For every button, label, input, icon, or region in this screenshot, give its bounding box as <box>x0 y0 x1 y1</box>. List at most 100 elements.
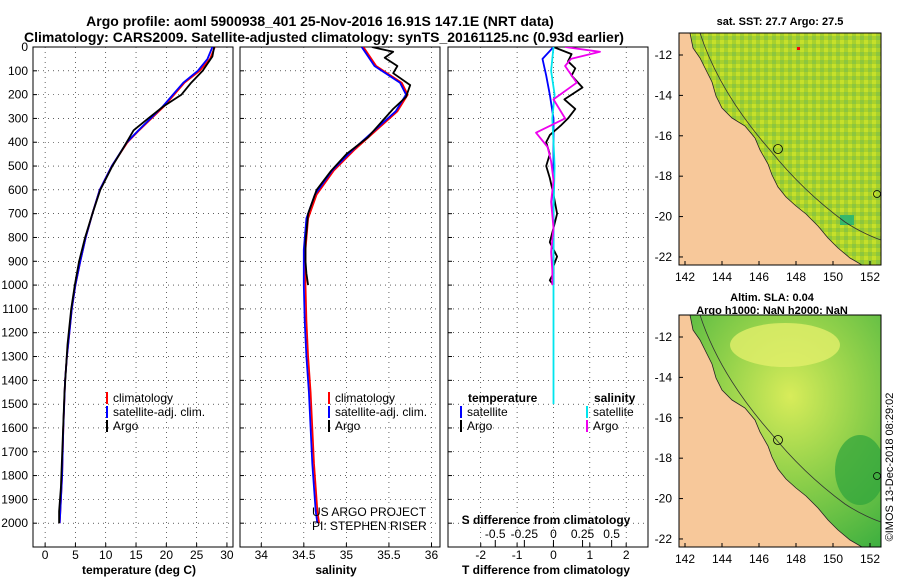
x-tick-label: 20 <box>160 548 174 562</box>
depth-tick-label: 800 <box>8 230 28 244</box>
map-lat-label: -12 <box>655 330 673 344</box>
sst-isobath <box>699 33 881 241</box>
sst-map-title: sat. SST: 27.7 Argo: 27.5 <box>717 16 844 28</box>
map-lat-label: -20 <box>655 492 673 506</box>
x-tick-label: 15 <box>129 548 143 562</box>
sla-high-anomaly <box>730 323 840 367</box>
temperature-line-satellite-adj-clim <box>58 47 214 524</box>
sla-map-frame <box>678 314 882 548</box>
depth-tick-label: 1600 <box>1 421 28 435</box>
map-lat-label: -12 <box>655 48 673 62</box>
map-lon-label: 142 <box>675 552 695 566</box>
depth-tick-label: 1200 <box>1 326 28 340</box>
difference-series-group <box>535 47 601 405</box>
sla-land <box>679 315 863 547</box>
legend-satellite-adj: satellite-adj. clim. <box>113 405 205 419</box>
map-lon-label: 142 <box>675 270 695 284</box>
depth-tick-label: 1800 <box>1 469 28 483</box>
map-lat-label: -18 <box>655 169 673 183</box>
difference-line-s-satellite <box>550 47 556 405</box>
chart-title-line2: Climatology: CARS2009. Satellite-adjuste… <box>24 29 624 45</box>
x-tick-label: -1 <box>512 548 523 562</box>
legend-t-argo: Argo <box>467 419 493 433</box>
legend-s-satellite: satellite <box>593 405 634 419</box>
sla-low-anomaly <box>835 435 881 505</box>
x-tick-label: 34 <box>255 548 269 562</box>
sst-map <box>679 33 881 265</box>
salinity-panel-frame <box>239 46 441 548</box>
depth-tick-label: 1500 <box>1 397 28 411</box>
depth-tick-label: 500 <box>8 159 28 173</box>
s-difference-label: S difference from climatology <box>462 513 631 527</box>
depth-tick-label: 700 <box>8 207 28 221</box>
legend-climatology: climatology <box>113 391 173 405</box>
x-tick-label: -2 <box>475 548 486 562</box>
depth-tick-label: 200 <box>8 88 28 102</box>
map-lat-label: -22 <box>655 250 673 264</box>
sst-map-frame <box>678 32 882 266</box>
project-credit-line1: US ARGO PROJECT <box>312 505 427 519</box>
map-lon-label: 150 <box>823 552 843 566</box>
map-lon-label: 148 <box>786 552 806 566</box>
x-tick-label: 35 <box>340 548 354 562</box>
depth-tick-label: 1900 <box>1 492 28 506</box>
s-diff-tick-label: 0 <box>550 527 557 541</box>
depth-tick-label: 100 <box>8 64 28 78</box>
s-diff-tick-label: -0.5 <box>485 527 506 541</box>
map-lon-label: 144 <box>712 552 732 566</box>
grid-layer <box>33 46 648 547</box>
x-tick-label: 35.5 <box>377 548 401 562</box>
x-tick-label: 10 <box>99 548 113 562</box>
map-lon-label: 146 <box>749 552 769 566</box>
temperature-line-argo <box>58 47 216 524</box>
s-diff-tick-label: -0.25 <box>511 527 539 541</box>
depth-tick-label: 1300 <box>1 350 28 364</box>
salinity-series-group <box>302 47 412 524</box>
sst-land <box>679 33 863 265</box>
map-lat-label: -20 <box>655 210 673 224</box>
depth-tick-label: 1700 <box>1 445 28 459</box>
s-diff-tick-label: 0.25 <box>571 527 595 541</box>
depth-tick-label: 2000 <box>1 516 28 530</box>
depth-tick-label: 400 <box>8 135 28 149</box>
temperature-x-label: temperature (deg C) <box>82 563 196 577</box>
x-tick-label: 30 <box>220 548 234 562</box>
legend-s-argo: Argo <box>593 419 619 433</box>
temperature-line-climatology <box>58 47 216 524</box>
sla-map <box>679 315 881 547</box>
x-tick-label: 0 <box>42 548 49 562</box>
map-lat-label: -14 <box>655 88 673 102</box>
sst-argo-position <box>773 144 783 154</box>
sla-argo-position <box>773 435 783 445</box>
x-tick-label: 34.5 <box>292 548 316 562</box>
x-tick-label: 36 <box>425 548 439 562</box>
x-tick-label: 25 <box>190 548 204 562</box>
depth-tick-label: 0 <box>21 40 28 54</box>
map-lat-label: -16 <box>655 129 673 143</box>
chart-title-line1: Argo profile: aoml 5900938_401 25-Nov-20… <box>86 13 554 29</box>
sla-map-title-line2: Argo h1000: NaN h2000: NaN <box>696 305 848 317</box>
map-lon-label: 146 <box>749 270 769 284</box>
map-lat-label: -22 <box>655 532 673 546</box>
x-tick-label: 1 <box>586 548 593 562</box>
legend-salinity-title: salinity <box>594 391 636 405</box>
map-lat-label: -18 <box>655 451 673 465</box>
depth-tick-label: 600 <box>8 183 28 197</box>
salinity-line-argo <box>304 47 412 286</box>
difference-panel-frame <box>447 46 649 548</box>
t-difference-x-label: T difference from climatology <box>462 563 630 577</box>
temperature-legend: climatology satellite-adj. clim. Argo <box>106 391 205 433</box>
salinity-x-label: salinity <box>315 563 357 577</box>
map-lon-label: 150 <box>823 270 843 284</box>
project-credit-line2: PI: STEPHEN RISER <box>312 519 427 533</box>
imos-timestamp: ©IMOS 13-Dec-2018 08:29:02 <box>884 393 896 542</box>
legend-argo: Argo <box>335 419 361 433</box>
legend-argo: Argo <box>113 419 139 433</box>
s-diff-tick-label: 0.5 <box>603 527 620 541</box>
map-lon-label: 148 <box>786 270 806 284</box>
map-lon-label: 144 <box>712 270 732 284</box>
sla-isobath <box>699 315 881 523</box>
difference-legend: temperature salinity satellite Argo sate… <box>460 391 636 433</box>
